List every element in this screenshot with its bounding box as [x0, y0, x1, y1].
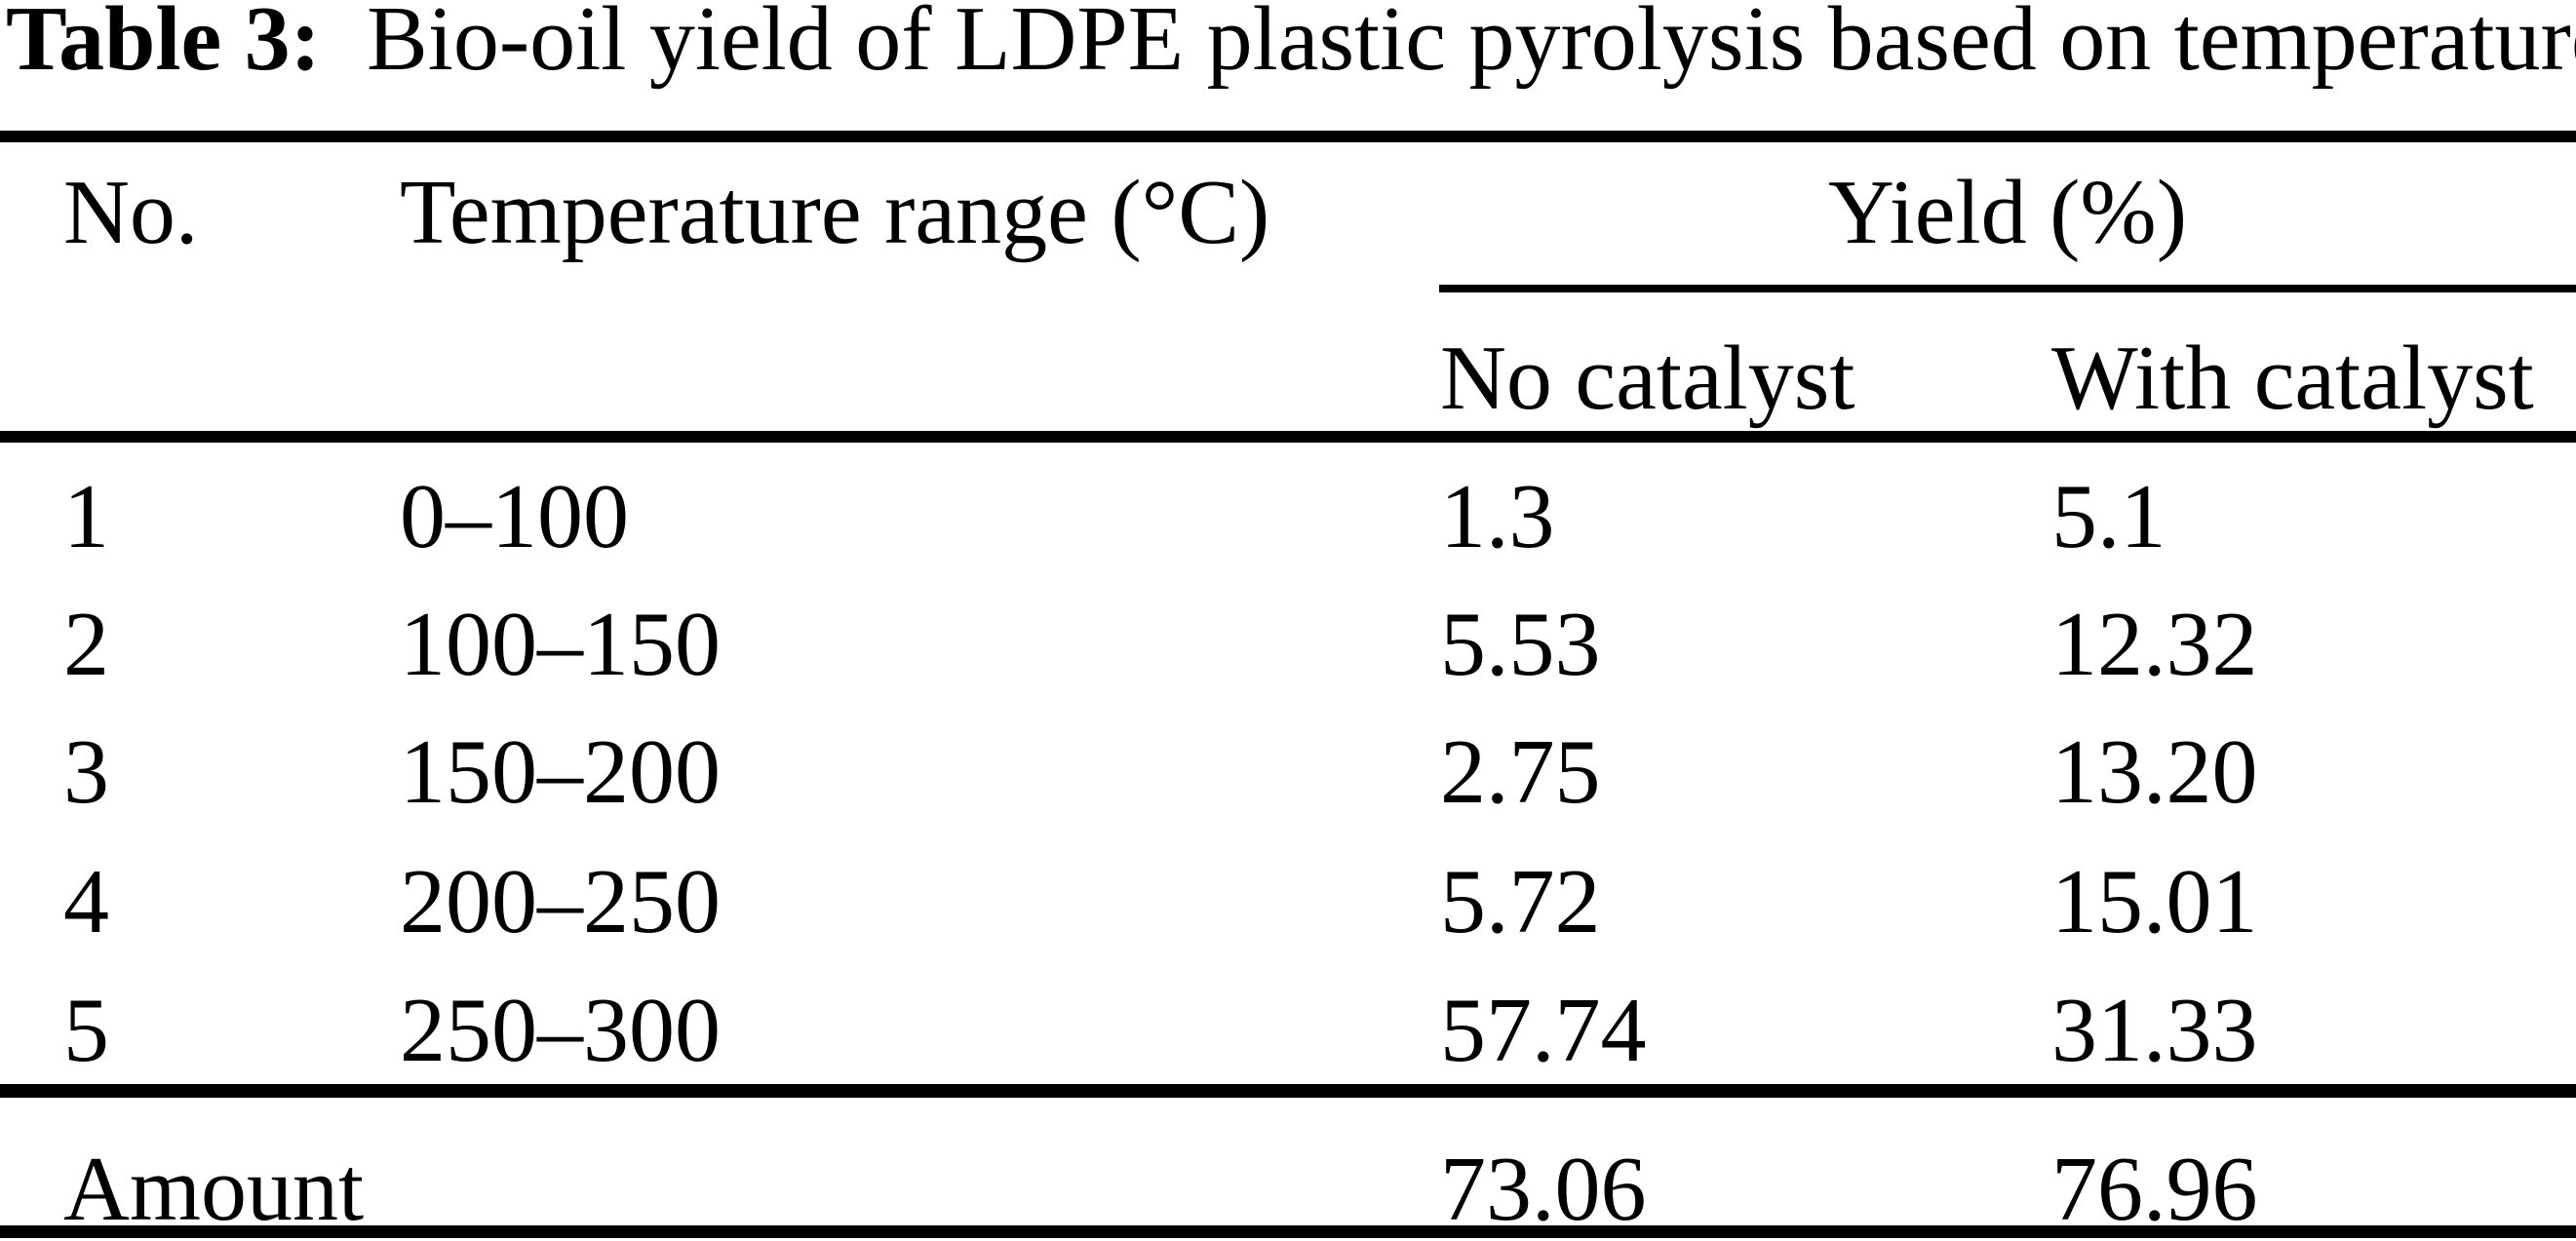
- with-catalyst-yield-cell: 5.1: [2051, 466, 2166, 567]
- with-catalyst-column-header: With catalyst: [2051, 328, 2534, 429]
- temperature-range-cell: 0–100: [400, 466, 629, 567]
- rule-bottom: [0, 1225, 2576, 1238]
- with-catalyst-yield-cell: 12.32: [2051, 594, 2258, 695]
- amount-with-catalyst-cell: 76.96: [2051, 1139, 2258, 1240]
- no-catalyst-column-header: No catalyst: [1440, 328, 1855, 429]
- table-row: 1 0–100 1.3 5.1: [0, 471, 2576, 578]
- amount-no-catalyst-cell: 73.06: [1440, 1139, 1647, 1240]
- yield-group-underline: [1439, 285, 2576, 292]
- table-footer-row: Amount 73.06 76.96: [0, 1144, 2576, 1241]
- row-number-cell: 1: [63, 466, 109, 567]
- rule-top: [0, 131, 2576, 142]
- table-row: 2 100–150 5.53 12.32: [0, 599, 2576, 706]
- table-row: 4 200–250 5.72 15.01: [0, 856, 2576, 963]
- temperature-range-cell: 150–200: [400, 721, 721, 823]
- no-catalyst-yield-cell: 57.74: [1440, 980, 1647, 1081]
- row-number-cell: 4: [63, 851, 109, 952]
- rule-body-bottom: [0, 1084, 2576, 1098]
- no-catalyst-yield-cell: 5.72: [1440, 851, 1601, 952]
- with-catalyst-yield-cell: 31.33: [2051, 980, 2258, 1081]
- no-column-header: No.: [63, 162, 199, 263]
- with-catalyst-yield-cell: 13.20: [2051, 721, 2258, 823]
- table-caption: Table 3: Bio-oil yield of LDPE plastic py…: [6, 0, 2576, 85]
- row-number-cell: 2: [63, 594, 109, 695]
- yield-group-header: Yield (%): [1827, 162, 2188, 263]
- temperature-range-cell: 200–250: [400, 851, 721, 952]
- with-catalyst-yield-cell: 15.01: [2051, 851, 2258, 952]
- no-catalyst-yield-cell: 5.53: [1440, 594, 1601, 695]
- table-caption-label: Table 3:: [6, 0, 321, 90]
- table-row: 3 150–200 2.75 13.20: [0, 726, 2576, 834]
- row-number-cell: 5: [63, 980, 109, 1081]
- temperature-column-header: Temperature range (°C): [400, 162, 1270, 263]
- no-catalyst-yield-cell: 1.3: [1440, 466, 1555, 567]
- rule-header-bottom: [0, 431, 2576, 443]
- temperature-range-cell: 250–300: [400, 980, 721, 1081]
- table-caption-text: Bio-oil yield of LDPE plastic pyrolysis …: [367, 0, 2576, 90]
- row-number-cell: 3: [63, 721, 109, 823]
- temperature-range-cell: 100–150: [400, 594, 721, 695]
- table-row: 5 250–300 57.74 31.33: [0, 985, 2576, 1092]
- amount-label: Amount: [63, 1139, 365, 1240]
- no-catalyst-yield-cell: 2.75: [1440, 721, 1601, 823]
